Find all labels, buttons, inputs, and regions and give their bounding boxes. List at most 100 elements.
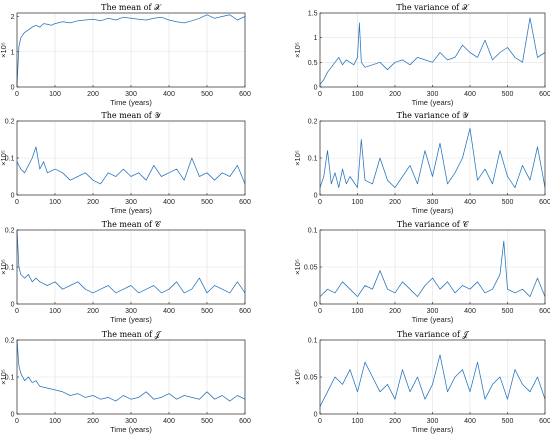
x-axis-label: Time (years) (412, 98, 454, 107)
x-axis-label: Time (years) (412, 315, 454, 324)
series-line-mean-c (16, 229, 246, 294)
y-axis-label: ×10⁵ (0, 369, 8, 385)
y-tick-label: 0.2 (308, 119, 318, 126)
chart-title: The variance of 𝒞 (397, 220, 469, 229)
chart-title: The mean of 𝒞 (102, 220, 162, 229)
x-axis-label: Time (years) (110, 206, 152, 215)
x-tick-label: 400 (163, 418, 175, 425)
x-tick-label: 100 (352, 418, 364, 425)
panel-var-c: 0 100 200 300 400 500 600 0 0.05 0.1 The variance … (293, 220, 550, 324)
x-tick-label: 300 (427, 418, 439, 425)
x-tick-label: 200 (389, 91, 401, 98)
x-tick-label: 600 (239, 91, 251, 98)
x-tick-label: 0 (15, 418, 19, 425)
x-tick-label: 400 (464, 91, 476, 98)
x-tick-label: 400 (464, 418, 476, 425)
x-tick-label: 500 (502, 199, 514, 206)
y-axis-label: ×10⁵ (293, 259, 302, 275)
y-tick-label: 0.1 (308, 338, 318, 345)
x-tick-label: 400 (163, 308, 175, 315)
x-tick-label: 200 (389, 308, 401, 315)
series-line-mean-y (16, 146, 246, 185)
y-tick-label: 0 (314, 412, 318, 419)
y-axis-label: ×10⁵ (0, 150, 8, 166)
x-tick-label: 200 (389, 199, 401, 206)
x-tick-label: 0 (15, 199, 19, 206)
y-tick-label: 0 (11, 412, 15, 419)
x-tick-label: 600 (239, 199, 251, 206)
y-tick-label: 0.05 (304, 375, 318, 382)
x-tick-label: 200 (389, 418, 401, 425)
panel-mean-c: 0 100 200 300 400 500 600 0 0.1 0.2 The mean of 𝒞 T… (0, 220, 251, 324)
x-tick-label: 0 (15, 91, 19, 98)
x-tick-label: 0 (318, 308, 322, 315)
x-tick-label: 300 (427, 308, 439, 315)
chart-title: The variance of 𝒥 (397, 330, 469, 339)
x-tick-label: 0 (318, 199, 322, 206)
y-axis-label: ×10⁵ (0, 259, 8, 275)
x-tick-label: 0 (318, 91, 322, 98)
x-tick-label: 100 (352, 91, 364, 98)
panel-mean-x: 0 100 200 300 400 500 600 0 1 2 The mean of 𝒳 Time … (0, 3, 251, 107)
x-tick-label: 100 (352, 199, 364, 206)
y-axis-label: ×10⁵ (293, 42, 302, 58)
x-tick-label: 600 (539, 91, 550, 98)
x-tick-label: 400 (163, 199, 175, 206)
x-tick-label: 600 (539, 199, 550, 206)
y-tick-label: 0 (11, 302, 15, 309)
x-tick-label: 100 (49, 308, 61, 315)
x-tick-label: 500 (201, 91, 213, 98)
series-line-var-j (319, 354, 546, 407)
y-tick-label: 2 (11, 14, 15, 21)
x-tick-label: 100 (49, 418, 61, 425)
series-line-mean-j (16, 339, 246, 402)
chart-title: The mean of 𝒳 (101, 3, 162, 12)
y-tick-label: 0.2 (5, 228, 15, 235)
x-tick-label: 100 (49, 199, 61, 206)
x-tick-label: 400 (464, 199, 476, 206)
y-axis-label: ×10⁵ (293, 369, 302, 385)
panel-var-j: 0 100 200 300 400 500 600 0 0.05 0.1 The variance … (293, 330, 550, 434)
y-axis-label: ×10⁵ (0, 42, 8, 58)
y-tick-label: 0.05 (304, 265, 318, 272)
x-tick-label: 400 (163, 91, 175, 98)
y-tick-label: 0.2 (5, 119, 15, 126)
y-tick-label: 0.1 (308, 228, 318, 235)
x-tick-label: 600 (239, 308, 251, 315)
panel-mean-j: 0 100 200 300 400 500 600 0 0.1 0.2 The mean of 𝒥 T… (0, 330, 251, 434)
y-tick-label: 0 (11, 193, 15, 200)
x-tick-label: 0 (318, 418, 322, 425)
y-tick-label: 0.1 (5, 156, 15, 163)
y-tick-label: 0 (314, 85, 318, 92)
series-line-var-x (319, 17, 546, 85)
x-tick-label: 500 (502, 308, 514, 315)
x-axis-label: Time (years) (412, 206, 454, 215)
y-tick-label: 0.5 (308, 60, 318, 67)
series-line-var-y (319, 128, 546, 188)
y-tick-label: 0.1 (308, 156, 318, 163)
x-tick-label: 300 (125, 308, 137, 315)
x-axis-label: Time (years) (412, 425, 454, 434)
panel-var-y: 0 100 200 300 400 500 600 0 0.1 0.2 The variance o… (293, 111, 550, 215)
x-tick-label: 300 (125, 418, 137, 425)
x-tick-label: 400 (464, 308, 476, 315)
x-tick-label: 600 (539, 308, 550, 315)
y-tick-label: 1.5 (308, 11, 318, 18)
chart-title: The mean of 𝒴 (101, 111, 161, 120)
chart-title: The variance of 𝒳 (396, 3, 469, 12)
y-axis-label: ×10⁵ (293, 150, 302, 166)
x-tick-label: 600 (539, 418, 550, 425)
x-tick-label: 500 (201, 308, 213, 315)
x-tick-label: 500 (502, 91, 514, 98)
x-axis-label: Time (years) (110, 425, 152, 434)
x-tick-label: 500 (502, 418, 514, 425)
y-tick-label: 1 (11, 49, 15, 56)
y-tick-label: 0.1 (5, 375, 15, 382)
y-tick-label: 0.2 (5, 338, 15, 345)
chart-title: The mean of 𝒥 (102, 330, 162, 339)
x-tick-label: 100 (49, 91, 61, 98)
x-tick-label: 500 (201, 199, 213, 206)
x-tick-label: 200 (87, 308, 99, 315)
x-axis-label: Time (years) (110, 98, 152, 107)
